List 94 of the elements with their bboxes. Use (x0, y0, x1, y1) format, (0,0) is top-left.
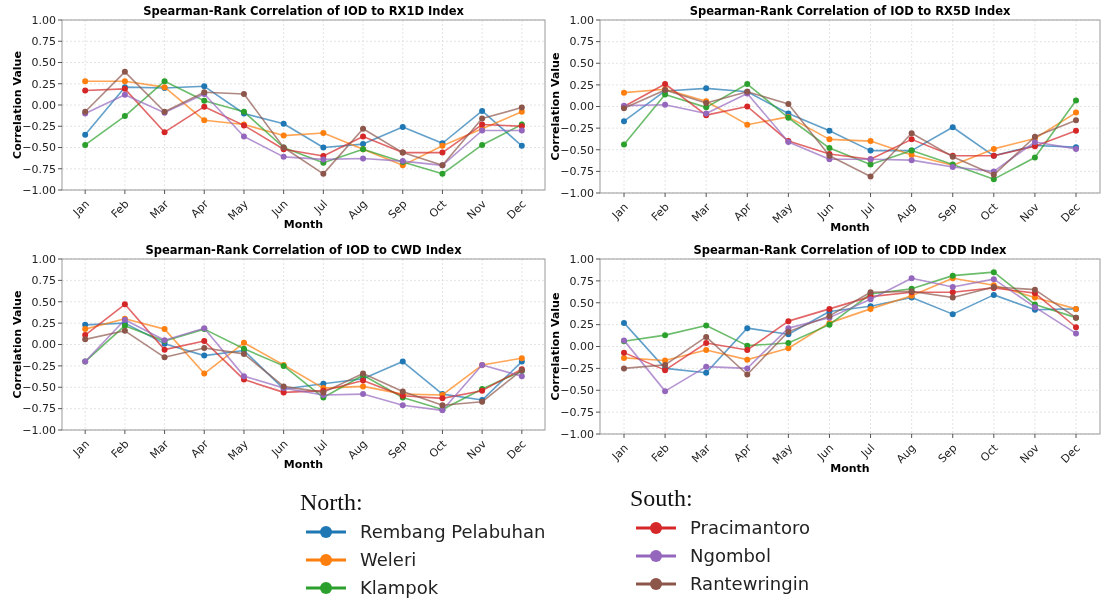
y-tick-label: 0.00 (31, 338, 56, 352)
x-tick-label: Jan (70, 197, 92, 220)
x-tick-label: Jul (858, 441, 878, 461)
legend-label: Pracimantoro (690, 517, 810, 539)
y-axis-title: Correlation Value (11, 51, 24, 159)
y-tick-label: −0.75 (560, 165, 594, 179)
y-tick-label: −1.00 (22, 423, 56, 437)
y-tick-label: 1.00 (569, 252, 594, 266)
x-tick-label: Sep (385, 437, 410, 462)
x-axis-title: Month (283, 458, 324, 471)
y-tick-label: −0.50 (22, 381, 56, 395)
y-tick-label: −0.25 (560, 362, 594, 376)
x-tick-label: Nov (464, 437, 490, 462)
x-axis-title: Month (830, 221, 870, 234)
x-tick-label: Nov (1017, 200, 1043, 225)
y-tick-label: −0.75 (22, 162, 56, 176)
y-tick-label: 0.75 (31, 35, 56, 49)
x-tick-label: Apr (731, 441, 755, 465)
legend-label: Ngombol (690, 545, 771, 567)
x-tick-label: Oct (977, 200, 1002, 224)
y-axis-title: Correlation Value (11, 290, 24, 399)
y-tick-label: 0.50 (569, 296, 594, 310)
x-tick-label: Feb (108, 197, 132, 221)
x-tick-label: Sep (935, 441, 960, 466)
y-tick-label: 0.00 (31, 98, 56, 112)
x-tick-label: Dec (1058, 441, 1083, 466)
y-tick-label: 0.50 (569, 57, 594, 71)
y-tick-label: −0.50 (560, 143, 594, 157)
x-tick-label: Jun (268, 437, 291, 460)
y-tick-label: 0.25 (31, 316, 56, 330)
x-tick-label: Apr (731, 200, 755, 224)
x-tick-label: Jul (310, 437, 331, 457)
x-tick-label: Dec (1058, 200, 1083, 225)
legend-label: Rantewringin (690, 573, 810, 595)
x-tick-label: Apr (188, 437, 212, 461)
y-tick-label: 0.50 (31, 295, 56, 309)
y-tick-label: 0.25 (31, 77, 56, 91)
x-tick-label: Sep (935, 200, 960, 225)
x-tick-label: Jun (268, 197, 291, 220)
legend-label: Rembang Pelabuhan (360, 521, 546, 543)
y-tick-label: 0.75 (31, 274, 56, 288)
x-axis-title: Month (283, 218, 324, 231)
chart-title: Spearman-Rank Correlation of IOD to CWD Index (145, 243, 463, 257)
x-tick-label: Jan (608, 200, 631, 223)
y-tick-label: −1.00 (560, 427, 594, 441)
legend-label: Weleri (360, 549, 417, 571)
y-tick-label: 0.75 (569, 274, 594, 288)
y-tick-label: −0.50 (22, 141, 56, 155)
legend-label: Klampok (360, 577, 439, 599)
y-axis-title: Correlation Value (549, 292, 562, 401)
x-tick-label: Feb (648, 200, 672, 224)
y-tick-label: 0.75 (569, 35, 594, 49)
x-tick-label: Jan (608, 441, 631, 464)
y-tick-label: 0.25 (569, 318, 594, 332)
y-tick-label: 1.00 (31, 13, 56, 27)
x-tick-label: Jul (858, 200, 878, 220)
x-tick-label: Oct (977, 441, 1002, 465)
y-tick-label: −0.75 (22, 402, 56, 416)
x-tick-label: Jun (814, 200, 837, 223)
y-tick-label: −0.75 (560, 405, 594, 419)
y-tick-label: −0.25 (22, 120, 56, 134)
legend-title: South: (630, 485, 693, 511)
y-tick-label: −1.00 (22, 183, 56, 197)
chart-title: Spearman-Rank Correlation of IOD to RX1D Index (143, 4, 465, 18)
x-tick-label: Jun (814, 441, 837, 464)
x-axis-title: Month (830, 462, 870, 475)
y-tick-label: −1.00 (560, 186, 594, 200)
x-tick-label: Feb (648, 441, 672, 465)
x-tick-label: Mar (689, 441, 714, 466)
chart-title: Spearman-Rank Correlation of IOD to CDD Index (693, 243, 1008, 257)
x-tick-label: Jan (70, 437, 92, 460)
x-tick-label: Nov (1017, 441, 1043, 466)
x-tick-label: Feb (108, 437, 132, 461)
chart-title: Spearman-Rank Correlation of IOD to RX5D Index (689, 4, 1011, 18)
x-tick-label: Nov (464, 197, 490, 222)
y-tick-label: 0.25 (569, 78, 594, 92)
y-tick-label: 1.00 (31, 252, 56, 266)
y-tick-label: −0.25 (22, 359, 56, 373)
y-axis-title: Correlation Value (549, 52, 562, 161)
y-tick-label: 0.00 (569, 340, 594, 354)
y-tick-label: 0.50 (31, 56, 56, 70)
y-tick-label: −0.25 (560, 121, 594, 135)
x-tick-label: Sep (385, 197, 410, 222)
x-tick-label: Dec (504, 437, 529, 462)
legend-title: North: (300, 489, 363, 515)
x-tick-label: Apr (188, 197, 212, 221)
x-tick-label: Oct (426, 197, 450, 221)
x-tick-label: Oct (426, 437, 450, 461)
y-tick-label: 1.00 (569, 13, 594, 27)
x-tick-label: Mar (689, 200, 714, 225)
y-tick-label: 0.00 (569, 100, 594, 114)
y-tick-label: −0.50 (560, 384, 594, 398)
x-tick-label: Dec (504, 197, 529, 222)
x-tick-label: Jul (310, 197, 331, 217)
